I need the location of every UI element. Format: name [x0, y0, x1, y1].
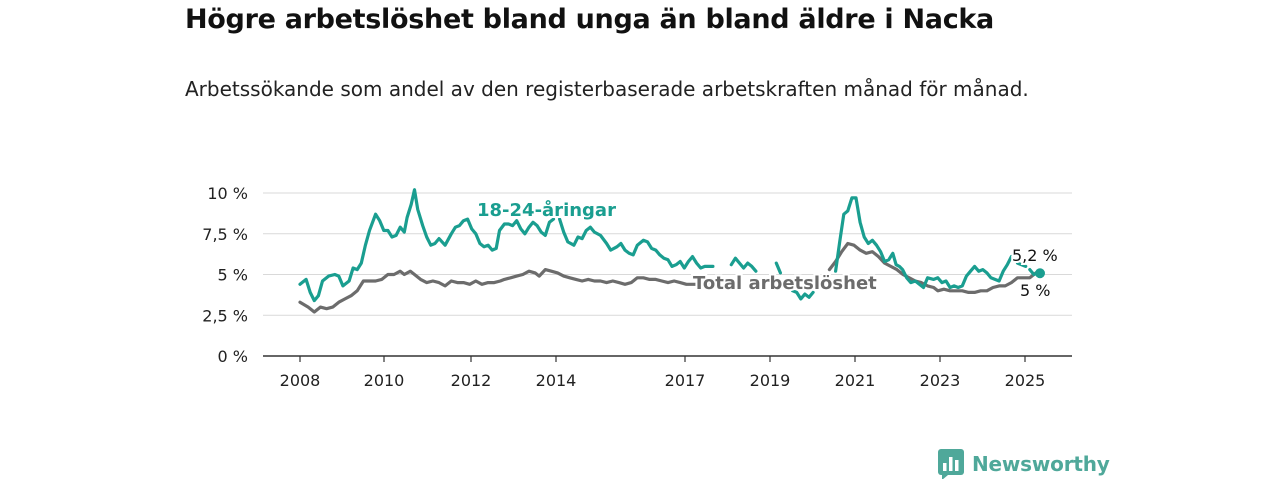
series-line-youth-segment: [298, 188, 556, 303]
y-tick-label: 10 %: [207, 184, 248, 203]
x-tick-label: 2025: [1005, 371, 1046, 390]
series-line-youth-segment: [729, 256, 758, 273]
x-tick-label: 2010: [364, 371, 405, 390]
newsworthy-logo-icon: [938, 449, 964, 479]
x-axis: 2008 2010 2012 2014 2017 2019 2021 2023 2025: [280, 356, 1046, 390]
series-labels: 18-24-åringar Total arbetslöshet 5,2 % 5 %: [475, 197, 1060, 302]
x-tick-label: 2023: [920, 371, 961, 390]
y-tick-label: 5 %: [218, 266, 248, 285]
brand: Newsworthy: [938, 448, 1110, 480]
youth-series-label: 18-24-åringar: [477, 199, 616, 221]
x-tick-label: 2012: [451, 371, 492, 390]
series-lines: [298, 188, 1045, 314]
y-tick-label: 7,5 %: [202, 225, 248, 244]
youth-end-label: 5,2 %: [1012, 246, 1058, 265]
series-line-total-segment: [827, 241, 1042, 294]
x-tick-label: 2019: [750, 371, 791, 390]
youth-end-marker: [1035, 268, 1045, 279]
x-tick-label: 2017: [665, 371, 706, 390]
x-tick-label: 2014: [536, 371, 577, 390]
series-line-youth-segment: [1015, 261, 1028, 268]
series-line-total-segment: [298, 268, 711, 314]
y-tick-label: 0 %: [218, 347, 248, 366]
chart-title: Högre arbetslöshet bland unga än bland ä…: [185, 4, 994, 35]
x-tick-label: 2008: [280, 371, 321, 390]
series-line-youth-segment: [774, 261, 782, 275]
total-end-label: 5 %: [1020, 281, 1050, 300]
total-series-label: Total arbetslöshet: [693, 273, 877, 294]
chart-subtitle: Arbetssökande som andel av den registerb…: [185, 77, 1029, 101]
y-tick-label: 2,5 %: [202, 306, 248, 325]
x-tick-label: 2021: [835, 371, 876, 390]
series-line-youth-segment: [791, 289, 815, 301]
brand-name: Newsworthy: [972, 452, 1110, 476]
series-line-youth-segment: [558, 217, 715, 270]
y-axis: 0 % 2,5 % 5 % 7,5 % 10 %: [202, 184, 1072, 366]
grid-lines: [263, 192, 1072, 316]
series-line-youth-segment: [834, 196, 1013, 290]
